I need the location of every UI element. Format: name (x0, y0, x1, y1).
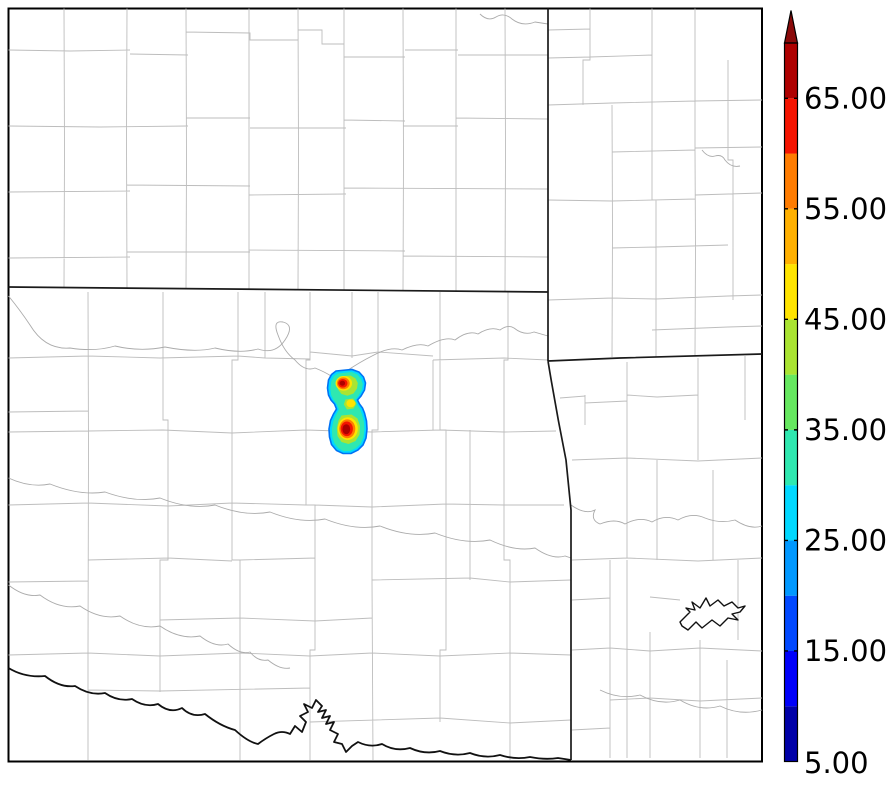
colorbar-outline (783, 42, 799, 763)
state-borders-layer (8, 8, 763, 760)
storm-cell-core (339, 380, 346, 386)
river-lines-layer (8, 13, 763, 713)
storm-cell-layer-yellow (346, 399, 356, 408)
county-boundary-missouri (547, 8, 763, 358)
colorbar-segment (784, 540, 798, 596)
colorbar-tick-label: 25.00 (804, 523, 887, 557)
county-boundary-oklahoma (8, 291, 572, 761)
colorbar-tick-label: 55.00 (804, 192, 887, 226)
colorbar-tick-label: 35.00 (804, 413, 887, 447)
county-boundaries-layer (8, 8, 763, 761)
lake-outline (679, 597, 746, 631)
colorbar-segment (784, 43, 798, 99)
colorbar-segment (784, 706, 798, 762)
storm-cell-core (342, 424, 351, 435)
colorbar-segment (784, 153, 798, 209)
colorbar-segment (784, 429, 798, 486)
colorbar-extend-arrow (783, 10, 799, 44)
colorbar-segment (784, 595, 798, 651)
colorbar-segment (784, 374, 798, 430)
colorbar: 65.00 55.00 45.00 35.00 25.00 15.00 5.00 (783, 10, 887, 780)
colorbar-tick-label: 65.00 (804, 81, 887, 115)
county-boundary-kansas (8, 8, 549, 292)
colorbar-tick-label: 45.00 (804, 302, 887, 336)
colorbar-segment (784, 485, 798, 541)
colorbar-segment (784, 319, 798, 375)
red-river-shoreline (8, 667, 572, 761)
colorbar-segment (784, 208, 798, 265)
colorbar-tick-label: 15.00 (804, 634, 887, 668)
colorbar-segment (784, 650, 798, 707)
colorbar-tick-label: 5.00 (804, 746, 869, 780)
map-frame (7, 7, 763, 763)
colorbar-segment (784, 98, 798, 154)
colorbar-ticks (784, 97, 798, 652)
storm-cells-layer (326, 368, 368, 455)
colorbar-segment (784, 264, 798, 320)
